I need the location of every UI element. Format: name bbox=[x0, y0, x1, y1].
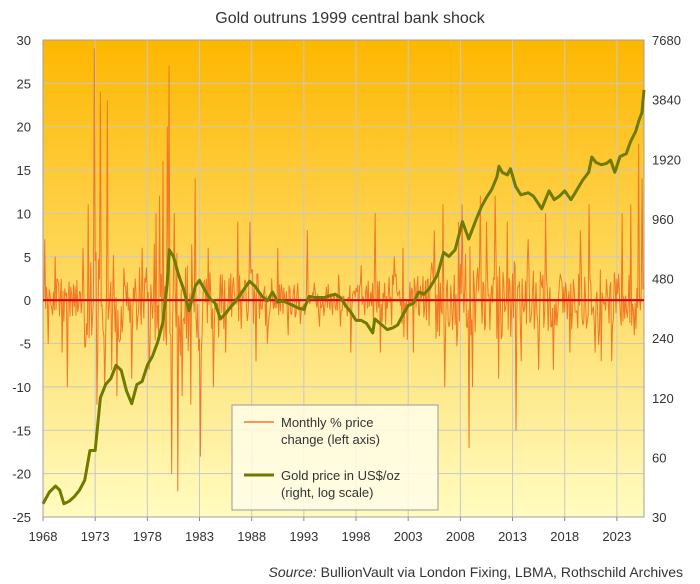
source-text: BullionVault via London Fixing, LBMA, Ro… bbox=[317, 564, 683, 580]
legend-label-gold-price-line1: Gold price in US$/oz bbox=[281, 468, 400, 483]
left-tick-label: -15 bbox=[12, 423, 31, 438]
right-axis-ticks: 7680 3840 1920 960 480 240 120 60 30 bbox=[652, 33, 681, 525]
left-tick-label: 25 bbox=[17, 76, 31, 91]
x-tick-label: 2003 bbox=[394, 529, 423, 544]
x-axis-ticks: 1968 1973 1978 1983 1988 1993 1998 2003 2008 2013… bbox=[29, 529, 632, 544]
left-tick-label: 10 bbox=[17, 206, 31, 221]
x-tick-label: 1978 bbox=[133, 529, 162, 544]
monthly-change-line bbox=[42, 48, 645, 492]
x-tick-label: 1983 bbox=[185, 529, 214, 544]
left-tick-label: -10 bbox=[12, 380, 31, 395]
left-axis-ticks: 30 25 20 15 10 5 0 -5 -10 -15 -20 -25 bbox=[12, 33, 31, 525]
x-tick-label: 2013 bbox=[498, 529, 527, 544]
source-label: Source: bbox=[268, 564, 316, 580]
right-tick-label: 960 bbox=[652, 212, 674, 227]
left-tick-label: 20 bbox=[17, 120, 31, 135]
x-tick-label: 1988 bbox=[237, 529, 266, 544]
x-tick-label: 1973 bbox=[81, 529, 110, 544]
left-tick-label: 15 bbox=[17, 163, 31, 178]
right-tick-label: 240 bbox=[652, 331, 674, 346]
right-tick-label: 7680 bbox=[652, 33, 681, 48]
legend-label-monthly-change-line1: Monthly % price bbox=[281, 415, 373, 430]
legend-label-gold-price-line2: (right, log scale) bbox=[281, 485, 373, 500]
x-tick-label: 1998 bbox=[342, 529, 371, 544]
plot-frame bbox=[42, 39, 645, 518]
legend-label-monthly-change-line2: change (left axis) bbox=[281, 432, 380, 447]
x-tick-label: 1968 bbox=[29, 529, 58, 544]
left-tick-label: 5 bbox=[24, 250, 31, 265]
gold-price-line bbox=[41, 89, 646, 506]
left-tick-label: -20 bbox=[12, 467, 31, 482]
series-monthly-change bbox=[42, 48, 645, 492]
chart-title: Gold outruns 1999 central bank shock bbox=[215, 10, 486, 27]
right-tick-label: 3840 bbox=[652, 93, 681, 108]
left-tick-label: 0 bbox=[24, 293, 31, 308]
series-gold-price bbox=[41, 89, 646, 506]
right-tick-label: 1920 bbox=[652, 152, 681, 167]
source-note: Source: BullionVault via London Fixing, … bbox=[268, 564, 683, 580]
legend: Monthly % price change (left axis) Gold … bbox=[231, 404, 439, 511]
right-tick-label: 120 bbox=[652, 391, 674, 406]
right-tick-label: 480 bbox=[652, 272, 674, 287]
right-tick-label: 30 bbox=[652, 510, 666, 525]
right-tick-label: 60 bbox=[652, 450, 666, 465]
x-tick-label: 2008 bbox=[446, 529, 475, 544]
x-tick-label: 2018 bbox=[550, 529, 579, 544]
x-tick-label: 2023 bbox=[602, 529, 631, 544]
left-tick-label: 30 bbox=[17, 33, 31, 48]
left-tick-label: -25 bbox=[12, 510, 31, 525]
x-tick-label: 1993 bbox=[289, 529, 318, 544]
left-tick-label: -5 bbox=[19, 337, 31, 352]
